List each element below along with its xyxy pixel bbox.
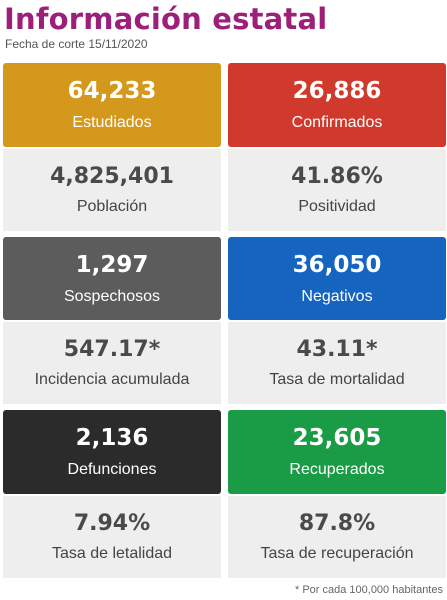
estudiados-label: Estudiados <box>72 114 152 131</box>
recuperacion-label: Tasa de recuperación <box>260 545 414 562</box>
card-estudiados: 64,233 Estudiados <box>3 63 221 147</box>
mortalidad-label: Tasa de mortalidad <box>269 371 405 388</box>
letalidad-label: Tasa de letalidad <box>51 545 173 562</box>
sospechosos-value: 1,297 <box>75 252 149 278</box>
poblacion-label: Población <box>76 198 148 215</box>
stat-poblacion: 4,825,401 Población <box>3 149 221 231</box>
recuperacion-value: 87.8% <box>298 511 376 536</box>
poblacion-value: 4,825,401 <box>50 164 174 189</box>
recuperados-value: 23,605 <box>292 425 382 451</box>
mortalidad-value: 43.11* <box>296 337 378 362</box>
incidencia-label: Incidencia acumulada <box>34 371 190 388</box>
positividad-value: 41.86% <box>291 164 383 189</box>
stat-positividad: 41.86% Positividad <box>228 149 446 231</box>
card-defunciones: 2,136 Defunciones <box>3 410 221 494</box>
stat-incidencia: 547.17* Incidencia acumulada <box>3 322 221 404</box>
positividad-label: Positividad <box>298 198 376 215</box>
letalidad-value: 7.94% <box>73 511 151 536</box>
incidencia-value: 547.17* <box>63 337 161 362</box>
stat-recuperacion: 87.8% Tasa de recuperación <box>228 496 446 578</box>
estudiados-value: 64,233 <box>67 78 157 104</box>
defunciones-value: 2,136 <box>75 425 149 451</box>
card-sospechosos: 1,297 Sospechosos <box>3 237 221 320</box>
negativos-label: Negativos <box>301 288 373 305</box>
stat-letalidad: 7.94% Tasa de letalidad <box>3 496 221 578</box>
sospechosos-label: Sospechosos <box>63 288 161 305</box>
confirmados-value: 26,886 <box>292 78 382 104</box>
stat-mortalidad: 43.11* Tasa de mortalidad <box>228 322 446 404</box>
confirmados-label: Confirmados <box>291 114 383 131</box>
defunciones-label: Defunciones <box>67 461 157 478</box>
card-recuperados: 23,605 Recuperados <box>228 410 446 494</box>
recuperados-label: Recuperados <box>289 461 385 478</box>
footnote: * Por cada 100,000 habitantes <box>294 584 443 596</box>
card-negativos: 36,050 Negativos <box>228 237 446 320</box>
page-title: Información estatal <box>4 2 328 36</box>
negativos-value: 36,050 <box>292 252 382 278</box>
cutoff-date: Fecha de corte 15/11/2020 <box>5 37 148 51</box>
card-confirmados: 26,886 Confirmados <box>228 63 446 147</box>
